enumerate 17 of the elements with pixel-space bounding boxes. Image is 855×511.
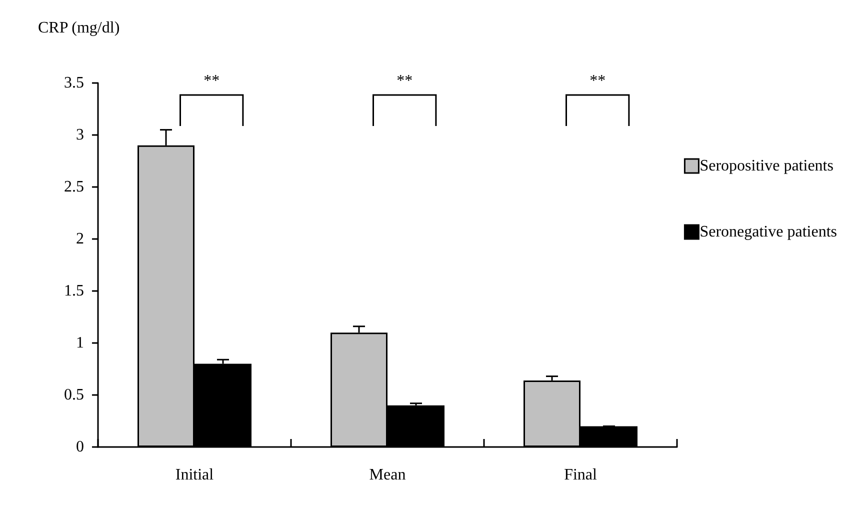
x-tick-label: Mean bbox=[369, 466, 406, 484]
y-tick-label: 0 bbox=[76, 438, 84, 456]
y-tick-label: 3.5 bbox=[64, 74, 84, 92]
legend-label: Seronegative patients bbox=[700, 224, 838, 240]
legend-label: Seropositive patients bbox=[700, 158, 834, 174]
y-tick-label: 1.5 bbox=[64, 282, 84, 300]
y-tick-label: 3 bbox=[76, 126, 84, 144]
y-tick-label: 0.5 bbox=[64, 386, 84, 404]
x-tick-label: Final bbox=[564, 466, 598, 484]
annotation: ** bbox=[590, 72, 606, 90]
y-tick-label: 1 bbox=[76, 334, 84, 352]
x-tick-label: Initial bbox=[175, 466, 214, 484]
annotation: ** bbox=[204, 72, 220, 90]
y-axis-title: CRP (mg/dl) bbox=[38, 20, 120, 36]
annotation: ** bbox=[396, 72, 413, 90]
y-tick-label: 2.5 bbox=[64, 178, 84, 196]
y-tick-label: 2 bbox=[76, 230, 84, 248]
